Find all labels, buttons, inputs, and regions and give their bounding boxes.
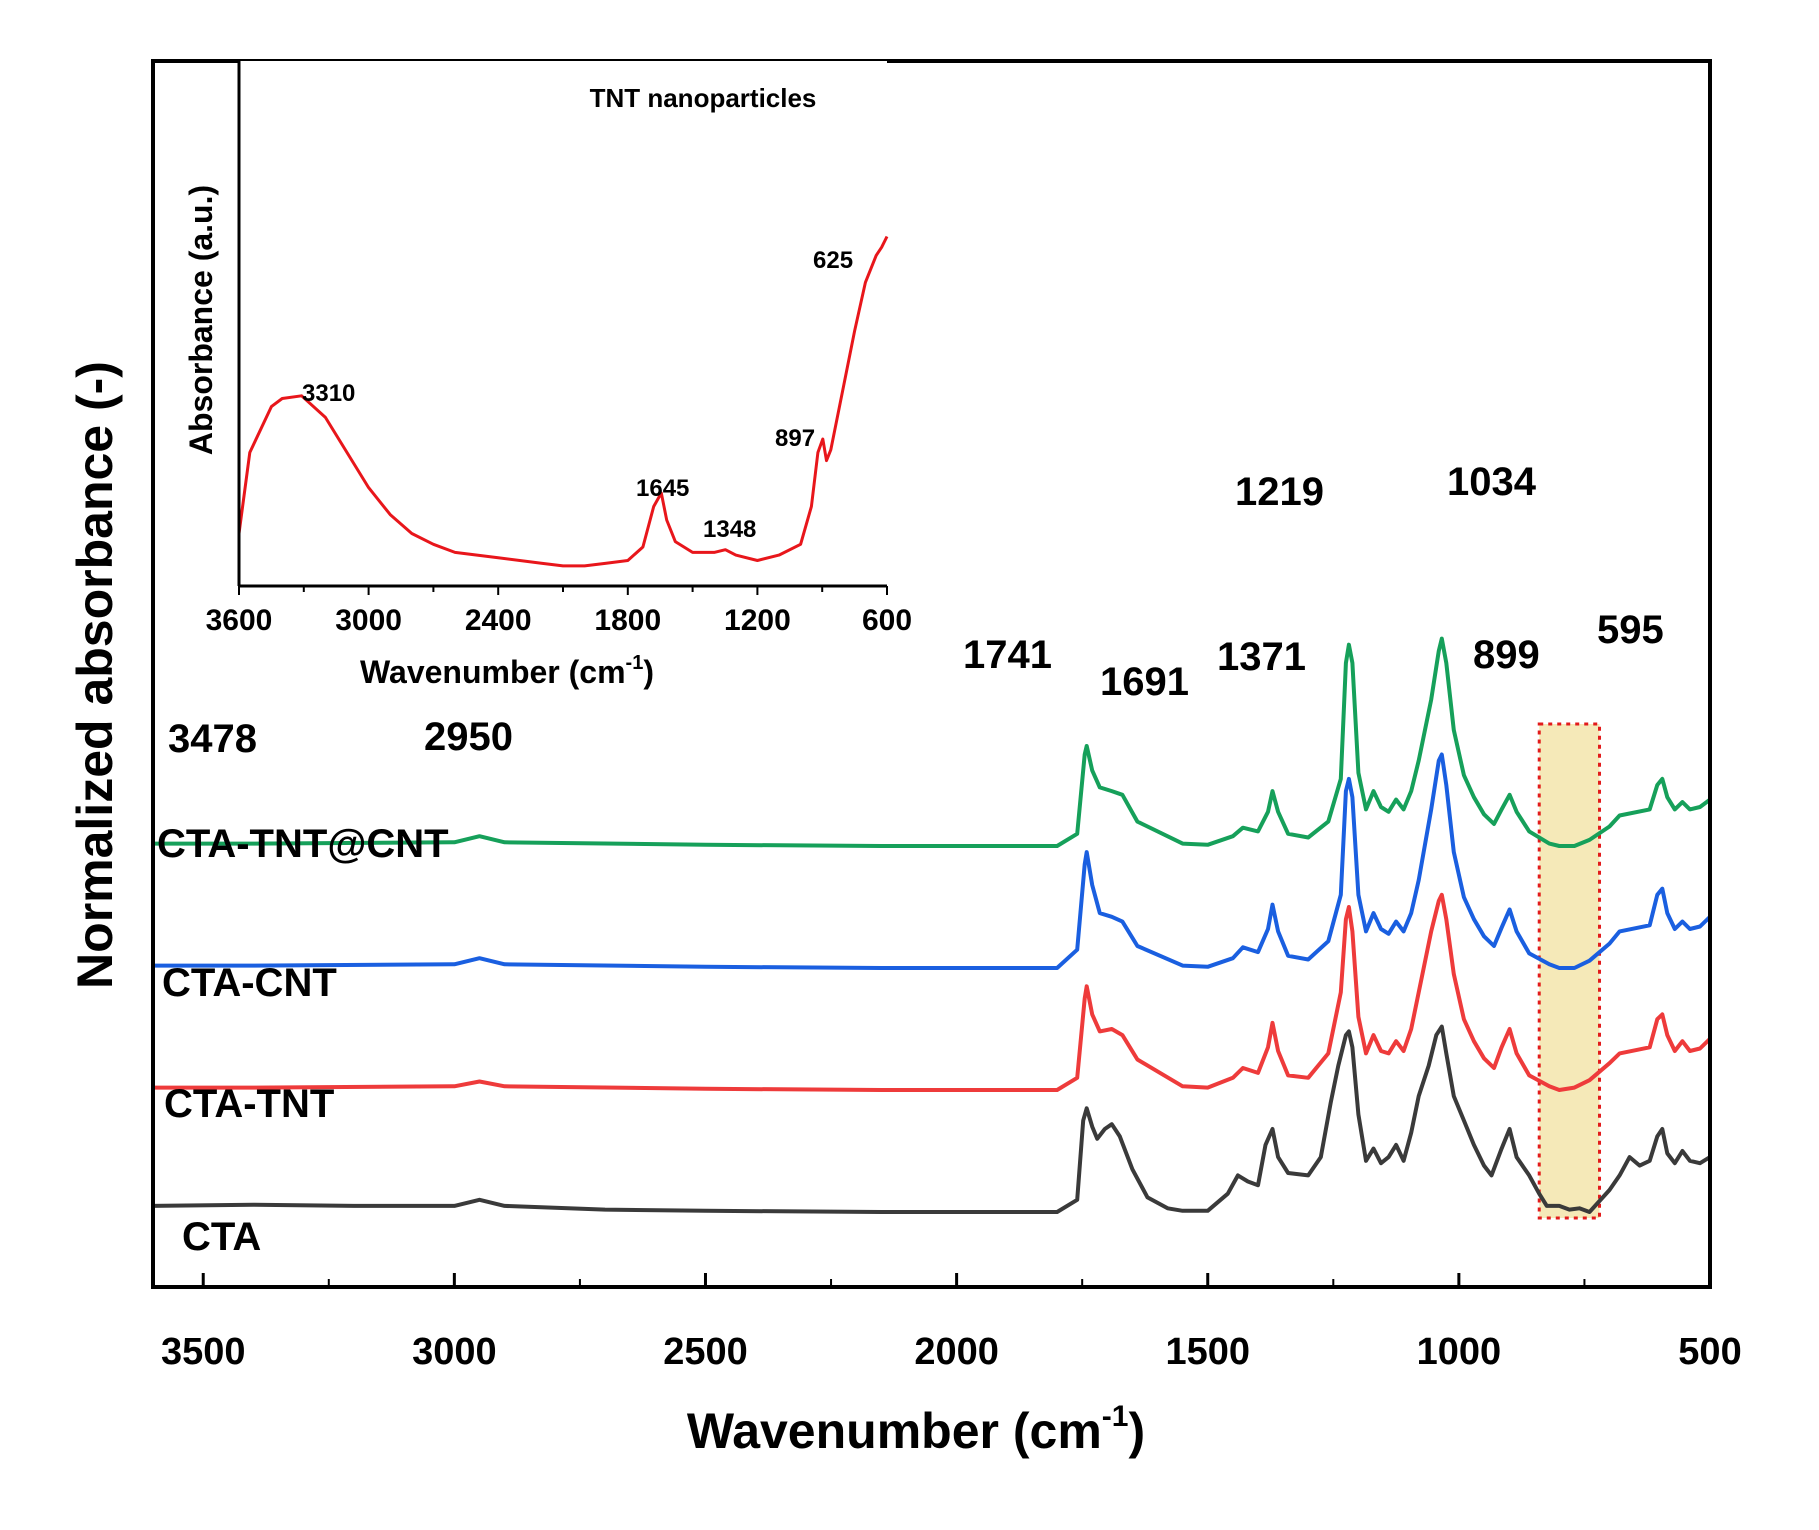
series-label-cta-cnt: CTA-CNT — [162, 961, 337, 1005]
inset-ticks-group: 3600 3000 2400 1800 1200 600 — [206, 586, 912, 637]
inset-x-axis-title: Wavenumber (cm-1) — [360, 652, 654, 690]
peak-label-1371: 1371 — [1217, 635, 1306, 679]
x-axis-title-close: ) — [1128, 1403, 1145, 1459]
inset-title: TNT nanoparticles — [590, 83, 817, 113]
inset-x-axis-title-close: ) — [643, 654, 654, 690]
series-label-cta-tnt-cnt: CTA-TNT@CNT — [157, 822, 449, 866]
inset-x-tick-label-600: 600 — [862, 604, 912, 637]
peak-label-1034: 1034 — [1447, 460, 1537, 504]
x-tick-label-1500: 1500 — [1165, 1331, 1250, 1373]
inset-x-axis-title-sup: -1 — [626, 652, 644, 674]
series-line-cta — [152, 1024, 1712, 1214]
peak-label-1691: 1691 — [1100, 660, 1189, 704]
series-line-cta-tnt-cnt — [153, 636, 1712, 848]
x-axis-title-main: Wavenumber (cm — [687, 1403, 1102, 1459]
x-tick-label-2500: 2500 — [663, 1331, 748, 1373]
inset-x-axis-title-main: Wavenumber (cm — [360, 654, 626, 690]
inset-x-tick-label-1200: 1200 — [724, 604, 791, 637]
inset-peak-label-3310: 3310 — [302, 380, 355, 407]
inset-y-axis-title: Absorbance (a.u.) — [183, 185, 219, 455]
series-line-cta-cnt — [153, 752, 1712, 970]
peak-label-2950: 2950 — [424, 715, 513, 759]
series-line-cta-tnt — [153, 892, 1712, 1092]
x-tick-label-3000: 3000 — [412, 1331, 497, 1373]
x-tick-label-3500: 3500 — [161, 1331, 246, 1373]
highlight-band-group — [1537, 722, 1602, 1220]
main-ticks-group: 3500 3000 2500 2000 1500 1000 500 — [161, 1273, 1742, 1373]
x-tick-label-2000: 2000 — [914, 1331, 999, 1373]
inset-x-tick-label-3000: 3000 — [335, 604, 402, 637]
y-axis-title: Normalized absorbance (-) — [67, 361, 123, 989]
highlight-band — [1537, 722, 1602, 1220]
inset-x-tick-label-2400: 2400 — [465, 604, 532, 637]
peak-label-3478: 3478 — [168, 717, 257, 761]
x-axis-title-sup: -1 — [1102, 1400, 1129, 1433]
series-label-cta-tnt: CTA-TNT — [164, 1082, 334, 1126]
inset-peak-label-625: 625 — [813, 247, 853, 274]
inset-peak-label-1645: 1645 — [636, 475, 689, 502]
inset-peak-label-1348: 1348 — [703, 516, 756, 543]
x-tick-label-1000: 1000 — [1417, 1331, 1502, 1373]
x-axis-title: Wavenumber (cm-1) — [687, 1400, 1145, 1459]
peak-label-1219: 1219 — [1235, 470, 1324, 514]
inset-peak-label-897: 897 — [775, 425, 815, 452]
x-tick-label-500: 500 — [1678, 1331, 1741, 1373]
inset-series-group — [237, 235, 889, 568]
peak-label-899: 899 — [1473, 633, 1540, 677]
main-plot-frame — [151, 59, 1712, 1289]
inset-series-line — [237, 235, 889, 568]
series-label-cta: CTA — [182, 1215, 261, 1259]
peak-label-595: 595 — [1597, 608, 1664, 652]
peak-label-1741: 1741 — [963, 633, 1052, 677]
inset-x-tick-label-1800: 1800 — [594, 604, 661, 637]
main-series-group — [152, 636, 1712, 1214]
inset-x-tick-label-3600: 3600 — [206, 604, 273, 637]
inset-background — [239, 61, 887, 586]
